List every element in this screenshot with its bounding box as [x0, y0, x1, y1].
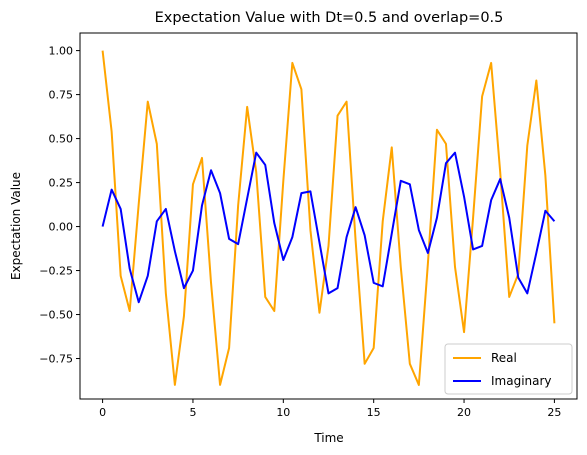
y-tick-label: −0.75	[39, 353, 73, 366]
legend-label-real: Real	[491, 351, 517, 365]
y-tick-label: −0.50	[39, 309, 73, 322]
plot-area	[79, 32, 578, 400]
y-tick-label: 1.00	[49, 45, 74, 58]
y-tick-label: 0.75	[49, 89, 74, 102]
series-layer	[101, 50, 556, 386]
x-tick-label: 25	[547, 406, 561, 419]
y-tick-label: −0.25	[39, 265, 73, 278]
y-tick-label: 0.00	[49, 221, 74, 234]
legend: Real Imaginary	[444, 343, 573, 395]
y-tick-label: 0.50	[49, 133, 74, 146]
y-axis: −0.75 −0.50 −0.25 0.00 0.25 0.50 0.75 1.00	[39, 45, 80, 366]
x-tick-label: 5	[189, 406, 196, 419]
series-line-real	[101, 50, 556, 386]
x-tick-label: 15	[367, 406, 381, 419]
y-axis-label: Expectation Value	[9, 172, 23, 280]
y-tick-label: 0.25	[49, 177, 74, 190]
series-line-imaginary	[101, 151, 556, 304]
axes-frame	[79, 32, 578, 400]
x-axis-label: Time	[313, 431, 343, 445]
x-axis: 0 5 10 15 20 25	[99, 399, 561, 419]
x-tick-label: 20	[457, 406, 471, 419]
chart-title: Expectation Value with Dt=0.5 and overla…	[155, 10, 504, 26]
x-tick-label: 10	[276, 406, 290, 419]
legend-label-imaginary: Imaginary	[491, 374, 552, 388]
x-tick-label: 0	[99, 406, 106, 419]
